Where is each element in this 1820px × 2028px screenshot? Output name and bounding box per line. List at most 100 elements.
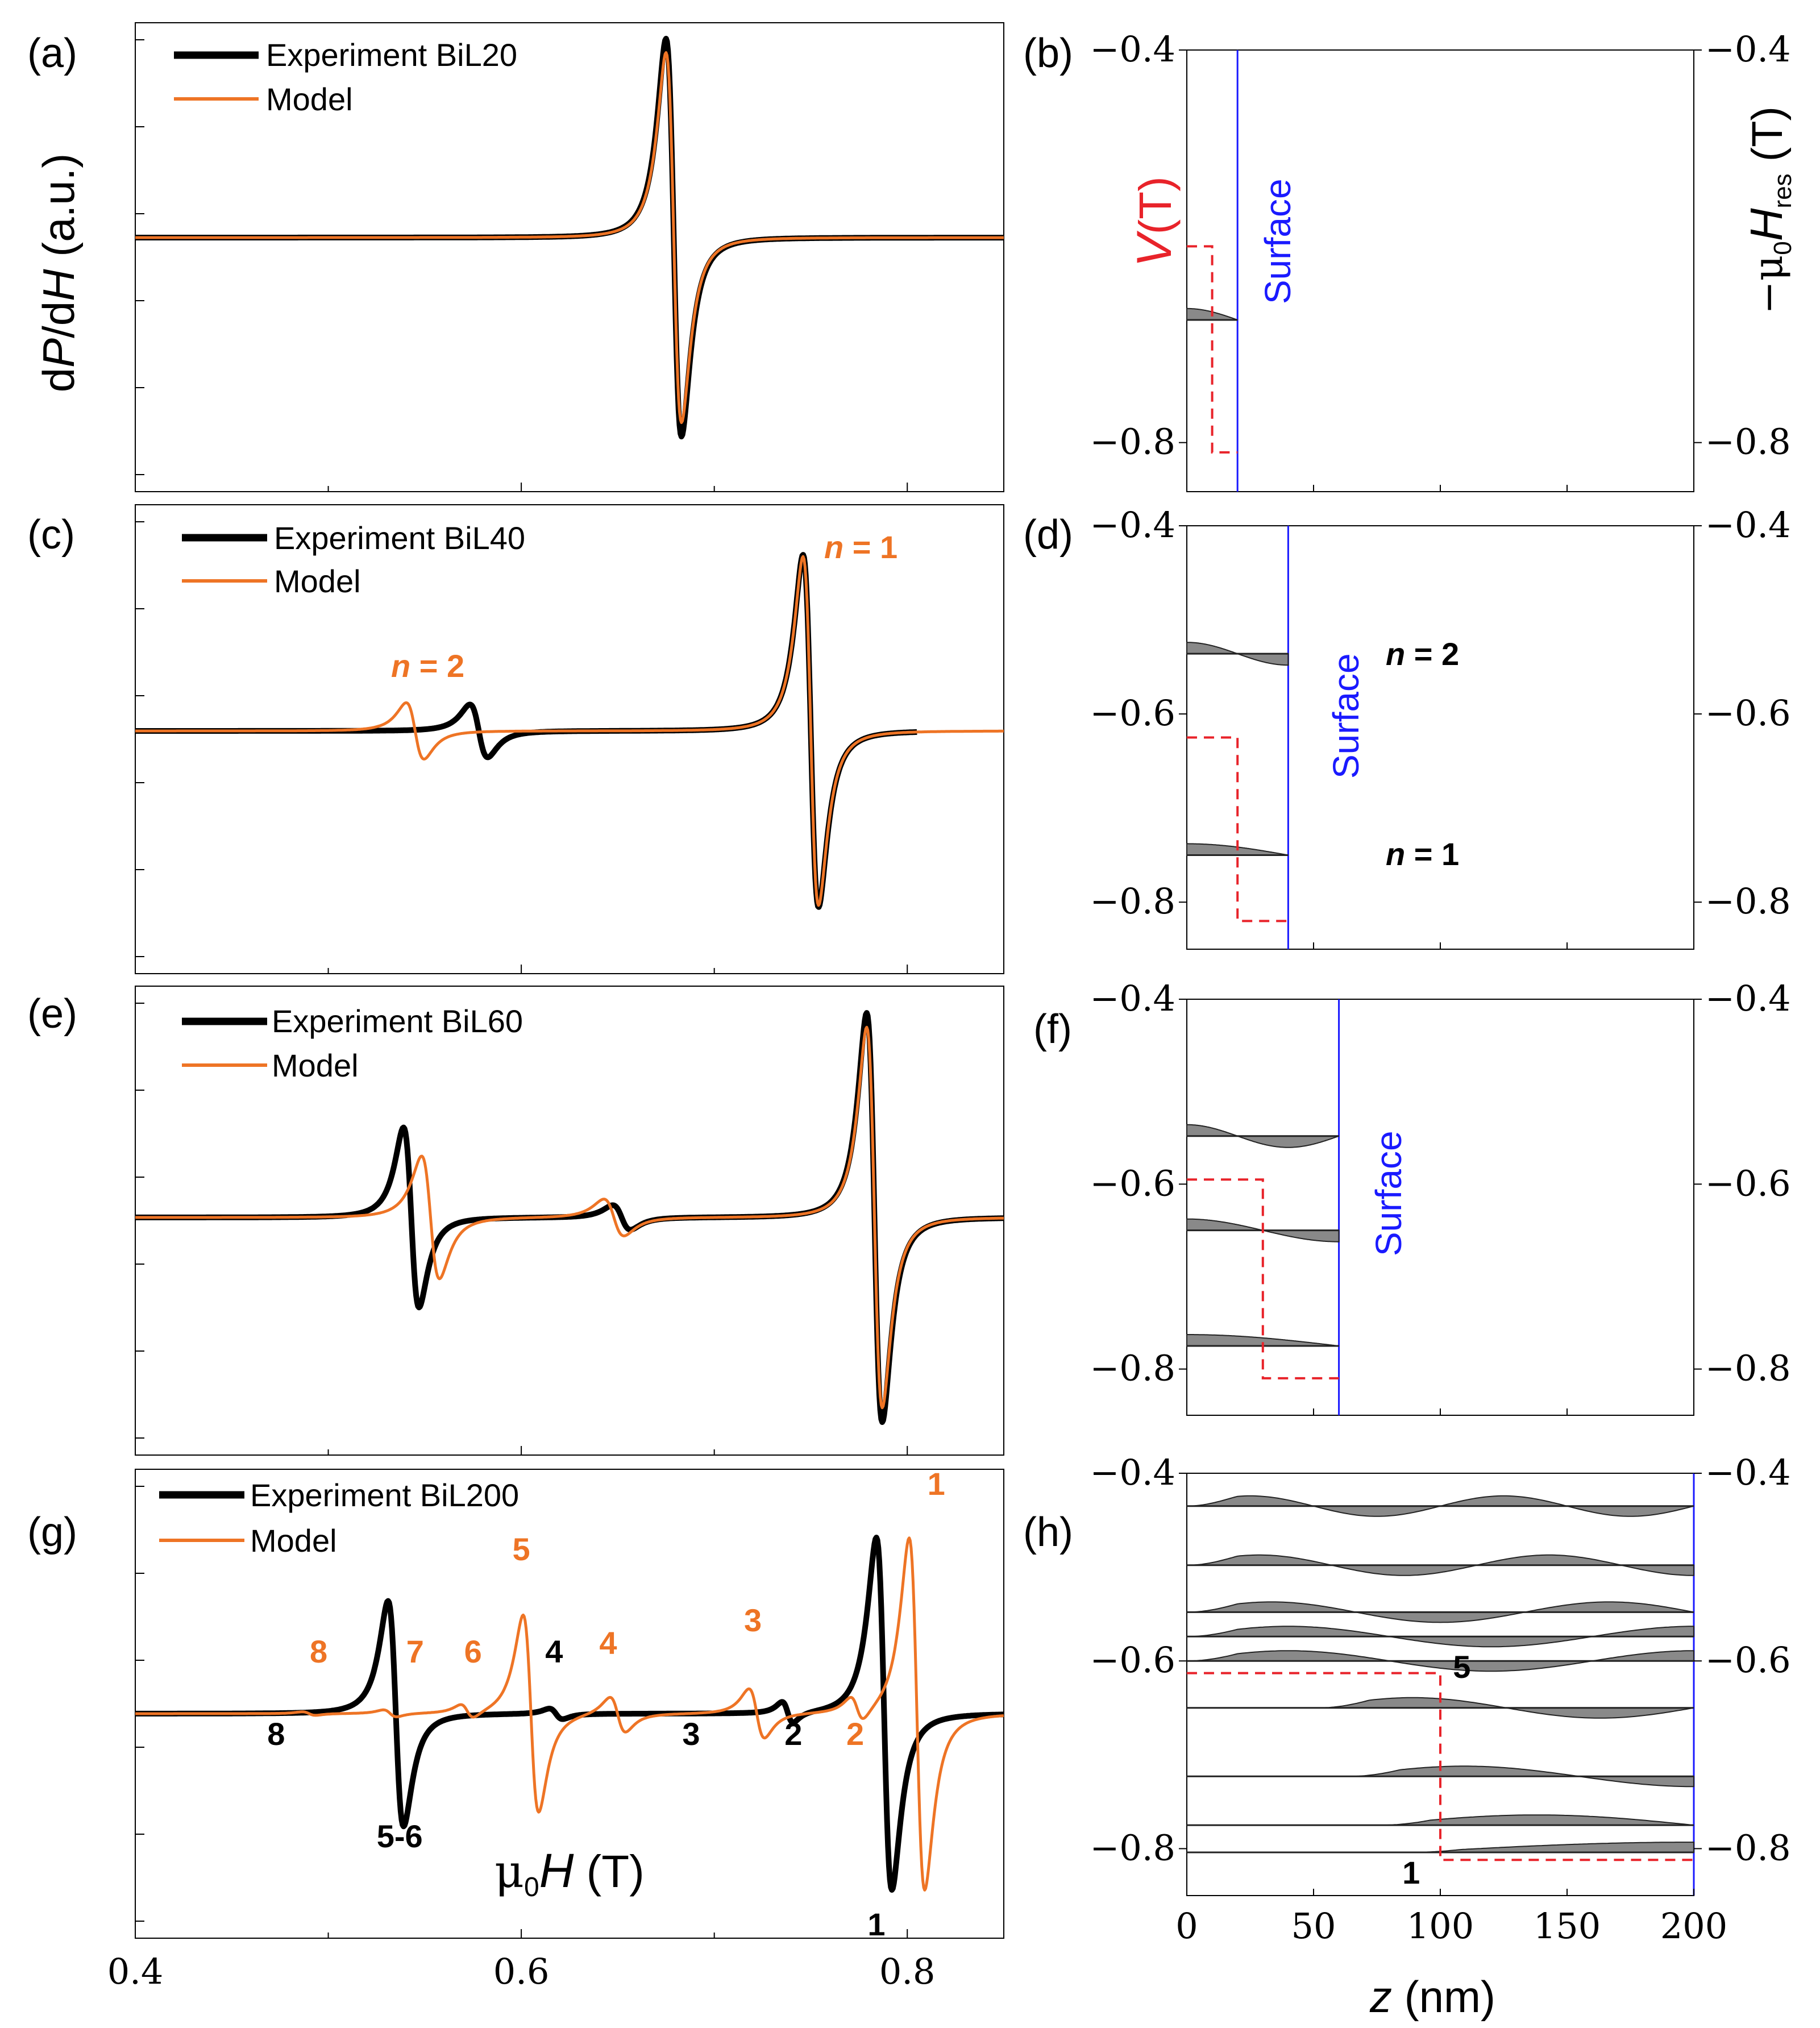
- ytick-label-right-1-0: −0.4: [1705, 504, 1791, 546]
- n1-label-d-n: n: [1386, 836, 1405, 872]
- panel-label-f: (f): [1033, 1007, 1072, 1052]
- n1-label-c-eq: =: [843, 529, 880, 565]
- legend-e: Experiment BiL60 Model: [182, 1003, 523, 1083]
- panel-label-h: (h): [1023, 1510, 1073, 1555]
- ztick-label-2: 100: [1407, 1905, 1474, 1947]
- ylabel-hres-unit: (T): [1743, 106, 1792, 173]
- mode-label-h-8: 1: [1402, 1855, 1420, 1890]
- annotation-g-12: 5-6: [377, 1818, 423, 1854]
- frame-left-3: [135, 1469, 1004, 1939]
- ytick-label-left-1-2: −0.8: [1090, 880, 1175, 922]
- n1-label-c-val: 1: [880, 529, 897, 565]
- n2-label-c-n: n: [391, 648, 410, 684]
- ytick-label-right-3-2: −0.8: [1705, 1827, 1791, 1868]
- panel-label-a: (a): [27, 31, 77, 76]
- mode-label-h-4: 5: [1453, 1649, 1470, 1685]
- ylabel-mid: /d: [34, 301, 84, 338]
- n1-label-d-val: 1: [1441, 836, 1459, 872]
- xlabel-z: z (nm): [1369, 1972, 1495, 2022]
- xlabel-mu0H: μ0H (T): [495, 1844, 645, 1902]
- ytick-label-right-0-0: −0.4: [1705, 28, 1791, 70]
- ylabel-V-unit: (T): [1130, 176, 1181, 234]
- panel-label-d: (d): [1023, 512, 1073, 558]
- panel-label-c: (c): [27, 512, 75, 558]
- ytick-label-right-3-0: −0.4: [1705, 1452, 1791, 1493]
- annotation-g-4: 6: [464, 1634, 482, 1669]
- frame-left-1: [135, 504, 1004, 974]
- panel-label-b: (b): [1023, 31, 1073, 76]
- legend-e-exp-label: Experiment BiL60: [272, 1003, 523, 1039]
- legend-g-exp-label: Experiment BiL200: [250, 1477, 519, 1513]
- ylabel-dpdh: dP/dH (a.u.): [34, 153, 84, 393]
- n2-label-d-eq: =: [1405, 636, 1441, 672]
- ztick-label-4: 200: [1660, 1905, 1727, 1947]
- n2-label-c-eq: =: [410, 648, 447, 684]
- xlabel-sub0: 0: [524, 1872, 539, 1902]
- ylabel-V: V(T): [1127, 176, 1182, 267]
- ytick-label-left-1-1: −0.6: [1090, 692, 1175, 734]
- legend-a-model-label: Model: [266, 81, 353, 117]
- left-frames: [135, 22, 1004, 1939]
- ytick-label-right-0-1: −0.8: [1705, 421, 1791, 463]
- annotations: 1 5 3 4 6 7 8 2 4 8 3 2 5-6 1 5 1: [267, 1466, 1470, 1942]
- annotation-g-1: 5: [513, 1531, 530, 1567]
- xtick-label-1: 0.6: [493, 1951, 550, 1992]
- model-curve-e: [135, 1025, 1004, 1410]
- legend-a: Experiment BiL20 Model: [174, 37, 517, 117]
- surface-label-f: Surface: [1368, 1131, 1409, 1256]
- annotation-g-11: 2: [784, 1716, 802, 1752]
- legend-g: Experiment BiL200 Model: [159, 1477, 519, 1559]
- ylabel-hres-H: H: [1741, 208, 1792, 241]
- ztick-label-3: 150: [1534, 1905, 1601, 1947]
- ytick-label-left-2-0: −0.4: [1090, 978, 1175, 1019]
- legend-c: Experiment BiL40 Model: [182, 520, 525, 599]
- annotation-g-13: 1: [867, 1906, 885, 1942]
- ytick-label-right-3-1: −0.6: [1705, 1639, 1791, 1681]
- annotation-g-3: 4: [599, 1625, 617, 1661]
- panel-label-e: (e): [27, 991, 77, 1037]
- ytick-label-left-3-1: −0.6: [1090, 1639, 1175, 1681]
- annotation-g-8: 4: [545, 1634, 563, 1669]
- frame-left-0: [135, 22, 1004, 492]
- surface-label-b: Surface: [1257, 178, 1298, 304]
- ztick-label-1: 50: [1291, 1905, 1336, 1947]
- mode-f-2: [1186, 1334, 1339, 1347]
- ylabel-hres: −μ0Hres (T): [1741, 106, 1797, 314]
- n2-label-c-val: 2: [447, 648, 464, 684]
- ylabel-d: d: [34, 368, 84, 392]
- xlabel-H: H: [539, 1844, 574, 1897]
- n2-label-c: n = 2: [391, 648, 464, 684]
- annotation-g-6: 8: [310, 1634, 327, 1669]
- ytick-label-left-2-1: −0.6: [1090, 1162, 1175, 1204]
- annotation-g-7: 2: [846, 1716, 864, 1752]
- xlabel-z-unit: (nm): [1392, 1972, 1495, 2022]
- ytick-label-right-2-1: −0.6: [1705, 1162, 1791, 1204]
- n2-label-d-n: n: [1386, 636, 1405, 672]
- annotation-g-0: 1: [928, 1466, 945, 1502]
- ylabel-H: H: [34, 269, 84, 301]
- legend-g-model-label: Model: [250, 1523, 337, 1559]
- n1-label-d-eq: =: [1405, 836, 1441, 872]
- frame-right-d: [1186, 525, 1694, 950]
- ytick-label-left-1-0: −0.4: [1090, 504, 1175, 546]
- n1-label-c: n = 1: [824, 529, 897, 565]
- ylabel-V-symbol: V: [1127, 230, 1182, 267]
- potential-h: [1187, 1672, 1694, 1861]
- n1-label-c-n: n: [824, 529, 843, 565]
- xtick-label-0: 0.4: [107, 1951, 164, 1992]
- ytick-label-left-2-2: −0.8: [1090, 1348, 1175, 1389]
- ytick-label-right-2-2: −0.8: [1705, 1348, 1791, 1389]
- potential-f: [1187, 1178, 1339, 1379]
- ylabel-hres-sub0: 0: [1769, 241, 1797, 255]
- potential-b: [1187, 245, 1238, 454]
- potential-d: [1187, 736, 1289, 922]
- surface-label-d: Surface: [1325, 653, 1366, 779]
- xlabel-mu: μ: [495, 1845, 524, 1898]
- ylabel-P: P: [34, 338, 84, 368]
- ytick-label-left-0-1: −0.8: [1090, 421, 1175, 463]
- panel-label-g: (g): [27, 1510, 77, 1555]
- ytick-label-left-0-0: −0.4: [1090, 28, 1175, 70]
- n2-label-d-val: 2: [1441, 636, 1459, 672]
